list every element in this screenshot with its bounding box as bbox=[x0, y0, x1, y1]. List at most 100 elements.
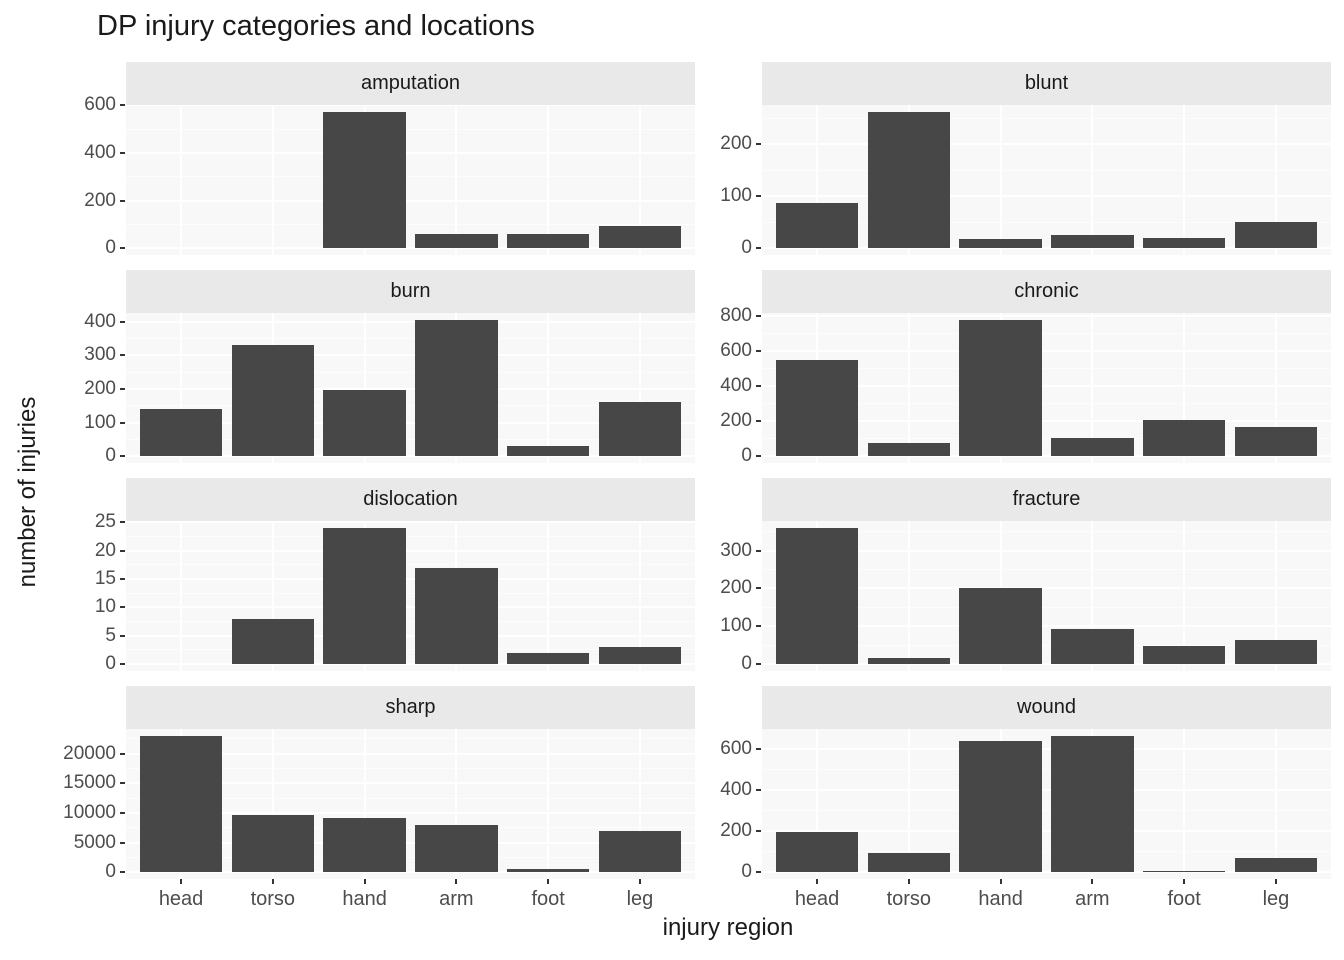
y-tick-label: 300 bbox=[720, 539, 752, 561]
y-tick-label: 5 bbox=[105, 624, 116, 646]
x-tick-mark bbox=[1274, 879, 1277, 884]
y-tick-label: 800 bbox=[720, 305, 752, 327]
x-tick-label-arm: arm bbox=[1075, 888, 1110, 910]
bar-sharp-arm bbox=[415, 824, 498, 873]
gridline-major bbox=[126, 320, 695, 323]
bar-sharp-leg bbox=[598, 830, 682, 873]
gridline-minor bbox=[762, 368, 1331, 370]
gridline-vertical bbox=[363, 313, 366, 463]
gridline-major bbox=[126, 841, 695, 844]
y-tick-mark bbox=[756, 315, 761, 318]
y-tick-mark bbox=[756, 143, 761, 146]
bar-chronic-foot bbox=[1142, 420, 1226, 457]
facet-panel-blunt bbox=[762, 105, 1331, 255]
x-tick-label-hand: hand bbox=[342, 888, 387, 910]
y-tick-mark bbox=[120, 663, 125, 666]
gridline-minor bbox=[762, 438, 1331, 440]
y-tick-mark bbox=[120, 320, 125, 323]
x-tick-mark bbox=[999, 879, 1002, 884]
gridline-vertical bbox=[1274, 313, 1277, 463]
gridline-major bbox=[126, 811, 695, 814]
facet-panel-sharp bbox=[126, 729, 695, 879]
gridline-vertical bbox=[180, 521, 183, 671]
gridline-minor bbox=[762, 221, 1331, 223]
gridline-major bbox=[126, 782, 695, 785]
gridline-minor bbox=[126, 592, 695, 594]
gridline-major bbox=[762, 247, 1331, 250]
bar-chronic-leg bbox=[1234, 427, 1318, 457]
x-tick-label-hand: hand bbox=[978, 888, 1023, 910]
gridline-vertical bbox=[816, 105, 819, 255]
bar-blunt-hand bbox=[959, 238, 1042, 249]
y-tick-label: 200 bbox=[84, 377, 116, 399]
bar-burn-torso bbox=[231, 345, 315, 457]
gridline-vertical bbox=[271, 521, 274, 671]
gridline-vertical bbox=[638, 521, 641, 671]
bar-burn-arm bbox=[415, 319, 498, 457]
gridline-minor bbox=[762, 606, 1331, 608]
facet-strip-wound: wound bbox=[762, 686, 1331, 729]
y-tick-mark bbox=[756, 871, 761, 874]
x-tick-mark bbox=[638, 879, 641, 884]
gridline-major bbox=[126, 549, 695, 552]
gridline-minor bbox=[126, 621, 695, 623]
bar-chronic-hand bbox=[959, 319, 1042, 457]
facet-strip-label-wound: wound bbox=[1017, 696, 1076, 718]
y-tick-label: 0 bbox=[105, 237, 116, 259]
y-tick-mark bbox=[756, 789, 761, 792]
y-tick-label: 100 bbox=[84, 411, 116, 433]
bar-burn-leg bbox=[598, 401, 682, 457]
bar-wound-arm bbox=[1051, 735, 1134, 873]
x-tick-label-foot: foot bbox=[1167, 888, 1201, 910]
bar-wound-head bbox=[775, 832, 859, 873]
x-tick-label-head: head bbox=[794, 888, 840, 910]
gridline-minor bbox=[762, 169, 1331, 171]
bar-amputation-foot bbox=[506, 233, 590, 249]
gridline-major bbox=[762, 789, 1331, 792]
gridline-vertical bbox=[907, 313, 910, 463]
gridline-major bbox=[126, 199, 695, 202]
y-tick-mark bbox=[120, 811, 125, 814]
gridline-minor bbox=[126, 856, 695, 858]
gridline-major bbox=[762, 748, 1331, 751]
x-tick-mark bbox=[455, 879, 458, 884]
bar-burn-foot bbox=[506, 446, 590, 457]
bar-amputation-hand bbox=[323, 111, 406, 249]
bar-burn-hand bbox=[323, 389, 406, 457]
y-tick-mark bbox=[120, 871, 125, 874]
gridline-minor bbox=[126, 564, 695, 566]
x-tick-mark bbox=[363, 879, 366, 884]
gridline-vertical bbox=[999, 105, 1002, 255]
gridline-minor bbox=[762, 769, 1331, 771]
gridline-major bbox=[126, 455, 695, 458]
facet-strip-label-amputation: amputation bbox=[361, 72, 460, 94]
gridline-major bbox=[126, 387, 695, 390]
y-tick-label: 0 bbox=[105, 445, 116, 467]
x-tick-label-torso: torso bbox=[250, 888, 296, 910]
bar-wound-leg bbox=[1234, 857, 1318, 873]
x-tick-mark bbox=[816, 879, 819, 884]
x-axis-title: injury region bbox=[0, 914, 1344, 942]
bar-blunt-torso bbox=[867, 111, 951, 249]
bar-blunt-foot bbox=[1142, 237, 1226, 249]
gridline-major bbox=[126, 151, 695, 154]
chart-title: DP injury categories and locations bbox=[97, 10, 535, 42]
gridline-major bbox=[126, 421, 695, 424]
gridline-minor bbox=[126, 535, 695, 537]
y-tick-mark bbox=[756, 748, 761, 751]
x-axis-title-text: injury region bbox=[662, 914, 794, 941]
gridline-minor bbox=[126, 128, 695, 130]
y-tick-mark bbox=[120, 521, 125, 524]
gridline-major bbox=[126, 663, 695, 666]
x-tick-mark bbox=[1183, 879, 1186, 884]
y-tick-mark bbox=[120, 634, 125, 637]
facet-strip-label-blunt: blunt bbox=[1024, 72, 1069, 94]
gridline-vertical bbox=[638, 729, 641, 879]
y-tick-mark bbox=[756, 350, 761, 353]
gridline-minor bbox=[126, 223, 695, 225]
bar-wound-hand bbox=[959, 740, 1042, 873]
gridline-vertical bbox=[1091, 105, 1094, 255]
gridline-major bbox=[762, 830, 1331, 833]
gridline-major bbox=[762, 663, 1331, 666]
